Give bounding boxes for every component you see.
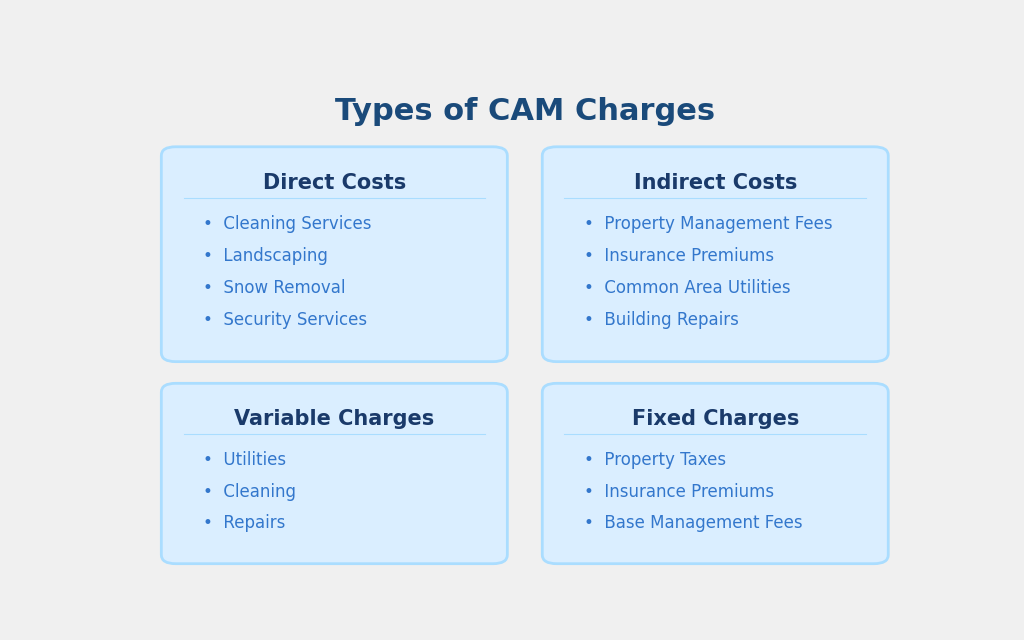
FancyBboxPatch shape: [543, 383, 888, 564]
Text: Indirect Costs: Indirect Costs: [634, 173, 797, 193]
Text: •  Snow Removal: • Snow Removal: [204, 279, 346, 298]
FancyBboxPatch shape: [162, 383, 507, 564]
Text: •  Security Services: • Security Services: [204, 312, 368, 330]
Text: •  Property Management Fees: • Property Management Fees: [585, 215, 833, 233]
Text: •  Cleaning: • Cleaning: [204, 483, 296, 500]
FancyBboxPatch shape: [162, 147, 507, 362]
Text: •  Property Taxes: • Property Taxes: [585, 451, 726, 470]
Text: Direct Costs: Direct Costs: [263, 173, 406, 193]
Text: Variable Charges: Variable Charges: [234, 410, 434, 429]
Text: Types of CAM Charges: Types of CAM Charges: [335, 97, 715, 126]
Text: •  Insurance Premiums: • Insurance Premiums: [585, 483, 774, 500]
FancyBboxPatch shape: [543, 147, 888, 362]
Text: •  Common Area Utilities: • Common Area Utilities: [585, 279, 791, 298]
Text: •  Repairs: • Repairs: [204, 514, 286, 532]
Text: •  Insurance Premiums: • Insurance Premiums: [585, 247, 774, 266]
Text: •  Cleaning Services: • Cleaning Services: [204, 215, 372, 233]
Text: Fixed Charges: Fixed Charges: [632, 410, 799, 429]
Text: •  Utilities: • Utilities: [204, 451, 287, 470]
Text: •  Landscaping: • Landscaping: [204, 247, 329, 266]
Text: •  Base Management Fees: • Base Management Fees: [585, 514, 803, 532]
Text: •  Building Repairs: • Building Repairs: [585, 312, 739, 330]
